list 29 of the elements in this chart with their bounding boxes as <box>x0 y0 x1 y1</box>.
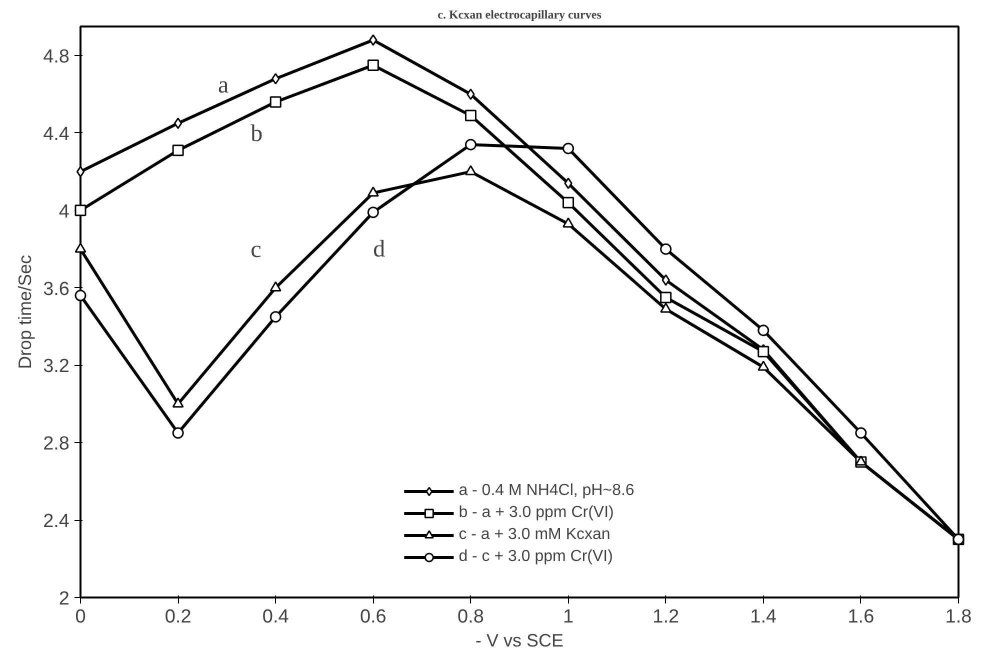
x-tick-label: 1.8 <box>945 606 972 628</box>
x-tick-label: 0.4 <box>262 606 290 628</box>
x-tick-label: 1 <box>562 606 574 628</box>
y-axis-title: Drop time/Sec <box>15 254 36 370</box>
legend-label: b - a + 3.0 ppm Cr(VI) <box>458 504 614 522</box>
y-tick-label: 3.6 <box>43 278 70 300</box>
annotation: a <box>218 72 230 98</box>
legend-label: d - c + 3.0 ppm Cr(VI) <box>458 548 613 566</box>
y-tick-label: 4.8 <box>43 46 70 68</box>
legend-label: c - a + 3.0 mM Kcxan <box>458 526 610 544</box>
y-tick-label: 3.2 <box>43 356 70 378</box>
x-tick-label: 0.6 <box>360 606 386 628</box>
annotation: d <box>373 236 386 262</box>
x-axis-title: - V vs SCE <box>475 630 564 650</box>
legend-label: a - 0.4 M NH4Cl, pH~8.6 <box>458 482 634 500</box>
x-tick-label: 1.2 <box>652 606 680 628</box>
y-tick-label: 2.4 <box>43 511 70 532</box>
y-tick-label: 2.8 <box>43 434 70 455</box>
y-tick-label: 2 <box>58 588 70 610</box>
annotation: c <box>250 236 262 263</box>
y-tick-label: 4 <box>58 201 70 222</box>
x-tick-label: 0 <box>75 606 86 628</box>
x-tick-label: 1.6 <box>848 606 874 628</box>
y-tick-label: 4.4 <box>43 124 70 145</box>
annotation: b <box>250 120 263 147</box>
chart-title: c. Kcxan electrocapillary curves <box>438 8 602 22</box>
x-tick-label: 0.2 <box>164 606 192 628</box>
x-tick-label: 1.4 <box>750 606 778 628</box>
x-tick-label: 0.8 <box>458 606 484 628</box>
